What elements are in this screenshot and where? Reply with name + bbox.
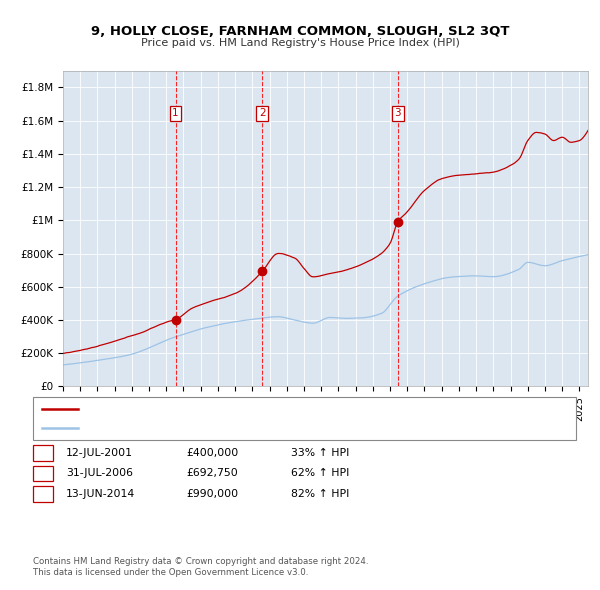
- Text: 9, HOLLY CLOSE, FARNHAM COMMON, SLOUGH, SL2 3QT (detached house): 9, HOLLY CLOSE, FARNHAM COMMON, SLOUGH, …: [84, 404, 449, 414]
- Text: 2: 2: [40, 468, 47, 478]
- Text: 31-JUL-2006: 31-JUL-2006: [66, 468, 133, 478]
- Text: 1: 1: [40, 448, 47, 458]
- Text: 3: 3: [40, 489, 47, 499]
- Text: 2: 2: [259, 109, 266, 119]
- Text: 62% ↑ HPI: 62% ↑ HPI: [291, 468, 349, 478]
- Text: HPI: Average price, detached house, Buckinghamshire: HPI: Average price, detached house, Buck…: [84, 422, 350, 432]
- Text: Contains HM Land Registry data © Crown copyright and database right 2024.: Contains HM Land Registry data © Crown c…: [33, 558, 368, 566]
- Text: 1: 1: [172, 109, 179, 119]
- Text: £692,750: £692,750: [186, 468, 238, 478]
- Text: 33% ↑ HPI: 33% ↑ HPI: [291, 448, 349, 458]
- Text: £990,000: £990,000: [186, 489, 238, 499]
- Text: 3: 3: [394, 109, 401, 119]
- Text: This data is licensed under the Open Government Licence v3.0.: This data is licensed under the Open Gov…: [33, 568, 308, 577]
- Text: 12-JUL-2001: 12-JUL-2001: [66, 448, 133, 458]
- Text: Price paid vs. HM Land Registry's House Price Index (HPI): Price paid vs. HM Land Registry's House …: [140, 38, 460, 48]
- Text: 13-JUN-2014: 13-JUN-2014: [66, 489, 135, 499]
- Text: 82% ↑ HPI: 82% ↑ HPI: [291, 489, 349, 499]
- Text: £400,000: £400,000: [186, 448, 238, 458]
- Text: 9, HOLLY CLOSE, FARNHAM COMMON, SLOUGH, SL2 3QT: 9, HOLLY CLOSE, FARNHAM COMMON, SLOUGH, …: [91, 25, 509, 38]
